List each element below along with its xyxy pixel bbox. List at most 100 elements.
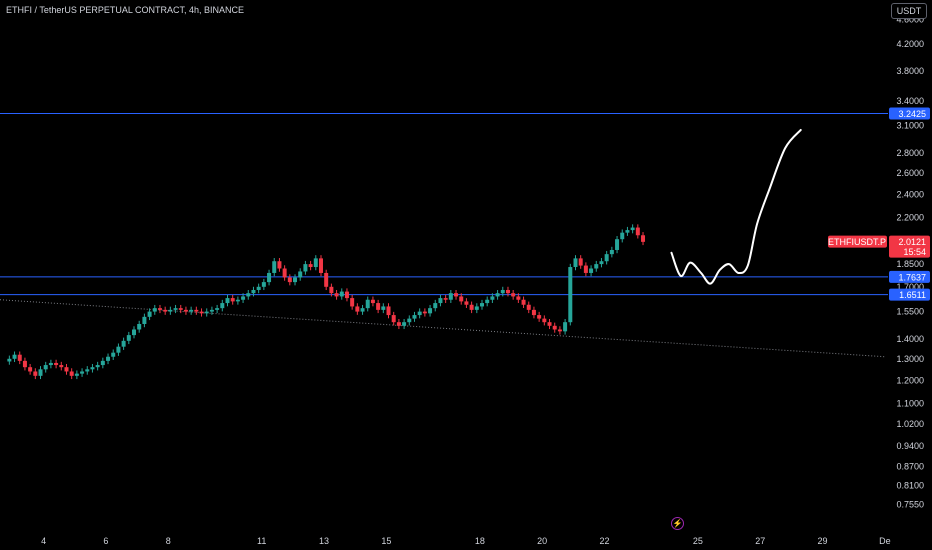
y-tick-label: 0.8700 bbox=[896, 462, 924, 472]
candle bbox=[625, 226, 630, 236]
candle bbox=[147, 308, 152, 321]
y-tick-label: 1.4000 bbox=[896, 334, 924, 344]
y-tick-label: 1.2000 bbox=[896, 375, 924, 385]
candle bbox=[100, 357, 105, 369]
candle-body bbox=[578, 258, 583, 266]
y-tick-label: 3.8000 bbox=[896, 66, 924, 76]
price-axis[interactable]: 4.6000 4.2000 3.8000 3.4000 3.1000 2.8000 2.60… bbox=[896, 15, 924, 510]
y-tick-label: 4.6000 bbox=[896, 15, 924, 25]
candle bbox=[215, 304, 220, 314]
candle-body bbox=[95, 365, 100, 368]
candle bbox=[152, 304, 157, 315]
candle bbox=[474, 303, 479, 314]
candle-body bbox=[407, 318, 412, 323]
candle-body bbox=[516, 296, 521, 300]
candle bbox=[469, 301, 474, 314]
candle bbox=[480, 299, 485, 310]
candle-body bbox=[521, 299, 526, 305]
candle-body bbox=[599, 261, 604, 265]
candle-body bbox=[396, 322, 401, 326]
symbol-tag: ETHFIUSDT.P bbox=[828, 235, 887, 248]
candle bbox=[137, 320, 142, 333]
candle-body bbox=[334, 293, 339, 297]
candle-body bbox=[199, 311, 204, 314]
candle bbox=[230, 294, 235, 305]
level-price-tag: 3.2425 bbox=[889, 107, 930, 120]
candle-body bbox=[526, 304, 531, 310]
candle-body bbox=[116, 346, 121, 353]
candle bbox=[22, 357, 27, 371]
y-tick-label: 0.7550 bbox=[896, 500, 924, 510]
candle bbox=[459, 293, 464, 305]
y-tick-label: 1.1000 bbox=[896, 399, 924, 409]
candle bbox=[111, 349, 116, 360]
candle bbox=[454, 289, 459, 300]
candle bbox=[516, 293, 521, 303]
y-tick-label: 1.8500 bbox=[896, 259, 924, 269]
candle-body bbox=[246, 293, 251, 297]
x-tick-label: 18 bbox=[475, 536, 485, 546]
candle bbox=[495, 289, 500, 300]
candle bbox=[277, 258, 282, 272]
candle-body bbox=[339, 291, 344, 297]
candle-body bbox=[267, 272, 272, 283]
candle bbox=[106, 353, 111, 365]
candle bbox=[48, 359, 53, 369]
candle-body bbox=[157, 308, 162, 310]
candle-body bbox=[500, 289, 505, 294]
y-tick-label: 1.5500 bbox=[896, 307, 924, 317]
candle-body bbox=[256, 286, 261, 290]
candle bbox=[355, 303, 360, 315]
candle bbox=[199, 308, 204, 317]
candle bbox=[438, 294, 443, 307]
level-price-tag: 1.7637 bbox=[889, 270, 930, 283]
candle-body bbox=[121, 340, 126, 347]
horizontal-levels-layer bbox=[0, 113, 888, 296]
candle-body bbox=[90, 367, 95, 370]
level-price-tag-bg bbox=[889, 288, 930, 301]
candle bbox=[370, 296, 375, 307]
y-tick-label: 1.3000 bbox=[896, 354, 924, 364]
candle-body bbox=[469, 304, 474, 310]
y-tick-label: 4.2000 bbox=[896, 39, 924, 49]
lightning-bolt-icon[interactable]: ⚡ bbox=[671, 517, 684, 530]
candle-body bbox=[630, 227, 635, 231]
candle-body bbox=[132, 329, 137, 336]
candle bbox=[521, 296, 526, 308]
candle-body bbox=[381, 306, 386, 310]
candle bbox=[557, 326, 562, 335]
candle-body bbox=[485, 299, 490, 304]
candle-body bbox=[220, 303, 225, 309]
candle bbox=[95, 361, 100, 371]
candle-body bbox=[474, 306, 479, 310]
currency-button[interactable]: USDT bbox=[891, 3, 927, 19]
candle bbox=[428, 304, 433, 317]
candle bbox=[589, 265, 594, 277]
candle-body bbox=[69, 371, 74, 376]
candle-body bbox=[12, 354, 17, 359]
candle-body bbox=[303, 264, 308, 272]
candle-body bbox=[428, 308, 433, 314]
candle bbox=[490, 293, 495, 303]
candles-layer bbox=[7, 224, 646, 380]
candle-body bbox=[225, 298, 230, 304]
candle bbox=[241, 293, 246, 303]
candle bbox=[173, 304, 178, 314]
candle-body bbox=[235, 299, 240, 302]
candle bbox=[339, 288, 344, 300]
x-tick-label: 29 bbox=[818, 536, 828, 546]
candle-body bbox=[287, 277, 292, 283]
y-tick-label: 2.2000 bbox=[896, 213, 924, 223]
candle bbox=[64, 363, 69, 375]
candle-body bbox=[298, 271, 303, 278]
y-tick-label: 2.8000 bbox=[896, 148, 924, 158]
time-axis[interactable]: 4 6 8 11 13 15 18 20 22 25 27 29 De bbox=[41, 536, 891, 546]
candle bbox=[246, 289, 251, 300]
candle bbox=[235, 296, 240, 305]
candle-body bbox=[261, 282, 266, 287]
x-tick-label: 22 bbox=[599, 536, 609, 546]
candle-body bbox=[215, 308, 220, 310]
candle-body bbox=[7, 358, 12, 362]
candle-body bbox=[376, 303, 381, 310]
